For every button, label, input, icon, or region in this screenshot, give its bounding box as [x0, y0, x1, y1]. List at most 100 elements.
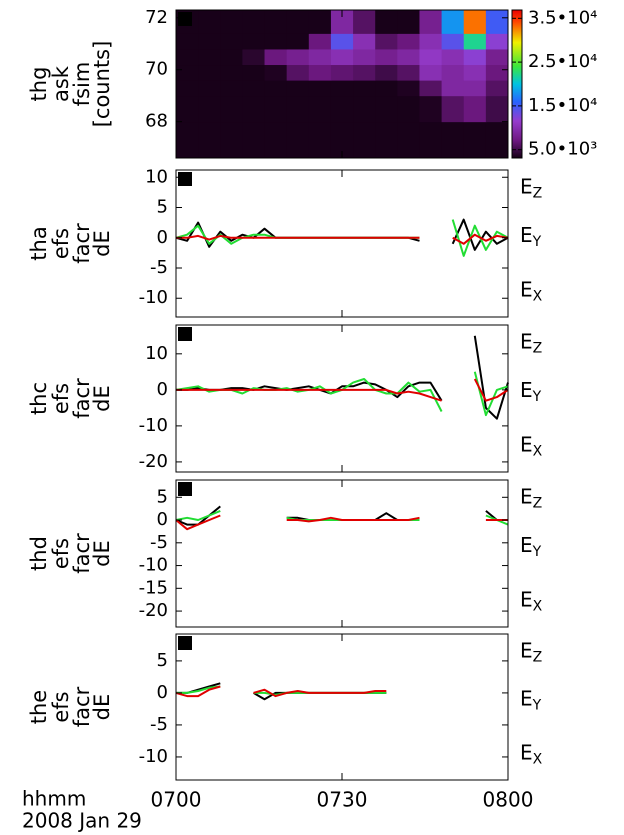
heatmap-cell: [353, 33, 376, 50]
y-tick-label: 68: [145, 111, 168, 132]
y-axis-label: tha: [27, 226, 51, 260]
heatmap-cell: [220, 80, 243, 97]
heatmap-cell: [397, 121, 420, 159]
panel-frame: [175, 633, 509, 781]
panel-label: e: [181, 636, 189, 650]
heatmap-cell: [176, 33, 199, 50]
heatmap-cell: [286, 80, 310, 97]
panel-label-box: [178, 172, 192, 186]
x-tick-label: 0700: [151, 788, 202, 812]
legend-label: EX: [520, 277, 543, 305]
panel-label-box: [178, 482, 192, 496]
heatmap-cell: [485, 64, 509, 81]
heatmap-cell: [397, 48, 420, 66]
heatmap-cell: [198, 64, 221, 81]
series-line: [176, 335, 509, 420]
colorbar-tick-label: 5.0•10³: [528, 139, 597, 160]
heatmap-cell: [375, 80, 398, 97]
heatmap-cell: [441, 48, 465, 66]
y-tick-label: 5: [157, 650, 168, 671]
y-tick-label: -5: [150, 257, 168, 278]
x-tick-label: 0730: [317, 788, 368, 812]
heatmap-cell: [264, 10, 288, 34]
heatmap-cell: [485, 121, 509, 159]
series-line: [175, 371, 509, 417]
y-tick-label: -10: [139, 555, 168, 576]
y-axis-label: facr: [70, 686, 94, 727]
y-axis-label: dE: [90, 385, 114, 412]
heatmap-cell: [419, 48, 443, 66]
heatmap-cell: [308, 10, 332, 34]
heatmap-cell: [375, 48, 398, 66]
legend-label: EY: [520, 378, 542, 406]
heatmap-cell: [441, 121, 465, 159]
legend-label: EZ: [520, 174, 542, 202]
heatmap-cell: [485, 33, 509, 50]
heatmap-cell: [220, 64, 243, 81]
heatmap-cell: [264, 64, 288, 81]
x-tick-label: 0800: [483, 788, 534, 812]
heatmap-cell: [176, 95, 199, 123]
legend-label: EZ: [520, 484, 542, 512]
y-axis-label: the: [27, 690, 51, 724]
heatmap-cell: [375, 121, 398, 159]
heatmap-cell: [220, 95, 243, 123]
colorbar-tick-label: 1.5•10⁴: [528, 95, 597, 116]
heatmap-cell: [330, 80, 354, 97]
heatmap-cell: [308, 95, 332, 123]
y-axis-label: efs: [49, 691, 73, 722]
y-axis-label: efs: [49, 383, 73, 414]
heatmap-cell: [176, 64, 199, 81]
heatmap-cell: [419, 33, 443, 50]
series-line: [175, 685, 387, 698]
heatmap-cell: [463, 48, 487, 66]
legend-label: EX: [520, 740, 543, 768]
y-axis-label: thd: [27, 536, 51, 571]
heatmap-cell: [353, 80, 376, 97]
y-tick-label: -15: [139, 577, 168, 598]
heatmap-cell: [441, 33, 465, 50]
panel-label-box: [178, 12, 192, 26]
heatmap-cell: [242, 64, 266, 81]
y-tick-label: 72: [145, 7, 168, 28]
heatmap-cell: [419, 64, 443, 81]
heatmap-cell: [264, 80, 288, 97]
y-axis-label: fsim: [70, 62, 94, 107]
legend-label: EY: [520, 686, 542, 714]
heatmap-cell: [242, 48, 266, 66]
series-line: [175, 514, 508, 531]
heatmap-cell: [419, 121, 443, 159]
heatmap-cell: [242, 121, 266, 159]
heatmap-cell: [220, 48, 243, 66]
series-line: [176, 233, 509, 245]
heatmap-cell: [397, 64, 420, 81]
heatmap-cell: [463, 10, 487, 34]
heatmap-cell: [242, 80, 266, 97]
y-tick-label: 10: [145, 166, 168, 187]
series-line: [176, 378, 509, 402]
heatmap-cell: [198, 10, 221, 34]
y-axis-label: dE: [90, 540, 114, 567]
heatmap-cell: [397, 33, 420, 50]
y-axis-label: dE: [90, 230, 114, 257]
heatmap-cell: [286, 95, 310, 123]
heatmap-cell: [286, 48, 310, 66]
heatmap-cell: [397, 95, 420, 123]
heatmap-cell: [264, 95, 288, 123]
y-tick-label: 0: [157, 682, 168, 703]
heatmap-cell: [330, 95, 354, 123]
heatmap-cell: [220, 10, 243, 34]
y-tick-label: 10: [145, 343, 168, 364]
heatmap-cell: [242, 10, 266, 34]
heatmap-cell: [176, 121, 199, 159]
heatmap-cell: [353, 64, 376, 81]
heatmap-cell: [330, 64, 354, 81]
heatmap-cell: [485, 80, 509, 97]
colorbar: [511, 9, 523, 159]
legend-label: EX: [520, 432, 543, 460]
heatmap-cell: [441, 10, 465, 34]
heatmap-cell: [308, 80, 332, 97]
heatmap-cell: [353, 10, 376, 34]
heatmap-cell: [397, 10, 420, 34]
heatmap-cell: [330, 33, 354, 50]
